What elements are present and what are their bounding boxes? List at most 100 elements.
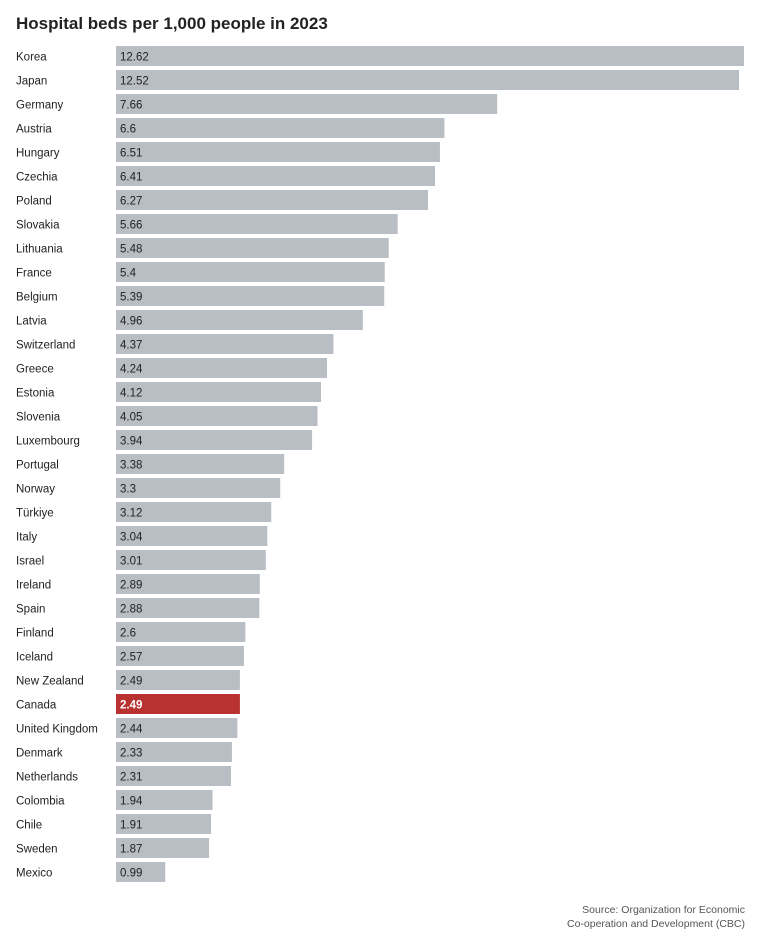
bar-chile	[116, 814, 212, 834]
value-label-hungary: 6.51	[120, 148, 142, 160]
bar-spain	[116, 598, 260, 618]
category-label-canada: Canada	[16, 700, 57, 712]
bar-chart: Korea 12.62 Japan 12.52 Germany 7.66 Austria 6.…	[16, 46, 744, 882]
category-label-slovakia: Slovakia	[16, 220, 60, 232]
bar-united-kingdom	[116, 718, 238, 738]
category-label-israel: Israel	[16, 556, 44, 568]
category-label-korea: Korea	[16, 52, 47, 64]
category-label-greece: Greece	[16, 364, 54, 376]
value-label-denmark: 2.33	[120, 748, 142, 760]
value-label-iceland: 2.57	[120, 652, 142, 664]
value-label-luxembourg: 3.94	[120, 436, 143, 448]
value-label-italy: 3.04	[120, 532, 143, 544]
value-label-slovakia: 5.66	[120, 220, 142, 232]
chart-title: Hospital beds per 1,000 people in 2023	[16, 14, 328, 33]
category-label-france: France	[16, 268, 52, 280]
bar-greece	[116, 358, 327, 378]
category-label-portugal: Portugal	[16, 460, 59, 472]
bar-norway	[116, 478, 281, 498]
category-label-norway: Norway	[16, 484, 55, 496]
category-label-denmark: Denmark	[16, 748, 63, 760]
category-label-finland: Finland	[16, 628, 54, 640]
bar-slovenia	[116, 406, 318, 426]
category-label-colombia: Colombia	[16, 796, 65, 808]
bar-mexico	[116, 862, 166, 882]
category-label-t-rkiye: Türkiye	[16, 508, 54, 520]
value-label-greece: 4.24	[120, 364, 143, 376]
bar-latvia	[116, 310, 363, 330]
bars-layer: Korea 12.62 Japan 12.52 Germany 7.66 Austria 6.…	[16, 46, 744, 882]
category-label-poland: Poland	[16, 196, 52, 208]
category-label-chile: Chile	[16, 820, 42, 832]
value-label-slovenia: 4.05	[120, 412, 142, 424]
category-label-italy: Italy	[16, 532, 37, 544]
value-label-norway: 3.3	[120, 484, 136, 496]
value-label-korea: 12.62	[120, 52, 149, 64]
source-line-1: Source: Organization for Economic	[582, 904, 745, 916]
value-label-lithuania: 5.48	[120, 244, 142, 256]
category-label-mexico: Mexico	[16, 868, 52, 880]
value-label-spain: 2.88	[120, 604, 142, 616]
bar-italy	[116, 526, 268, 546]
bar-germany	[116, 94, 498, 114]
value-label-canada: 2.49	[120, 700, 142, 712]
value-label-ireland: 2.89	[120, 580, 142, 592]
category-label-switzerland: Switzerland	[16, 340, 75, 352]
category-label-germany: Germany	[16, 100, 64, 112]
bar-hungary	[116, 142, 440, 162]
bar-new-zealand	[116, 670, 240, 690]
bar-switzerland	[116, 334, 334, 354]
bar-czechia	[116, 166, 435, 186]
value-label-france: 5.4	[120, 268, 137, 280]
bar-israel	[116, 550, 266, 570]
category-label-spain: Spain	[16, 604, 45, 616]
bar-ireland	[116, 574, 260, 594]
value-label-t-rkiye: 3.12	[120, 508, 142, 520]
bar-finland	[116, 622, 246, 642]
category-label-luxembourg: Luxembourg	[16, 436, 80, 448]
category-label-new-zealand: New Zealand	[16, 676, 84, 688]
source-note: Source: Organization for Economic Co-ope…	[567, 903, 745, 931]
bar-lithuania	[116, 238, 389, 258]
value-label-israel: 3.01	[120, 556, 142, 568]
value-label-switzerland: 4.37	[120, 340, 142, 352]
bar-luxembourg	[116, 430, 313, 450]
value-label-netherlands: 2.31	[120, 772, 142, 784]
bar-colombia	[116, 790, 213, 810]
bar-korea	[116, 46, 744, 66]
bar-japan	[116, 70, 740, 90]
value-label-latvia: 4.96	[120, 316, 142, 328]
category-label-ireland: Ireland	[16, 580, 51, 592]
category-label-iceland: Iceland	[16, 652, 53, 664]
bar-denmark	[116, 742, 232, 762]
value-label-portugal: 3.38	[120, 460, 142, 472]
category-label-czechia: Czechia	[16, 172, 58, 184]
bar-netherlands	[116, 766, 231, 786]
value-label-finland: 2.6	[120, 628, 136, 640]
bar-france	[116, 262, 385, 282]
value-label-united-kingdom: 2.44	[120, 724, 143, 736]
category-label-japan: Japan	[16, 76, 47, 88]
category-label-hungary: Hungary	[16, 148, 60, 160]
category-label-sweden: Sweden	[16, 844, 58, 856]
value-label-sweden: 1.87	[120, 844, 142, 856]
category-label-austria: Austria	[16, 124, 52, 136]
value-label-colombia: 1.94	[120, 796, 143, 808]
value-label-belgium: 5.39	[120, 292, 142, 304]
value-label-japan: 12.52	[120, 76, 149, 88]
bar-sweden	[116, 838, 210, 858]
bar-austria	[116, 118, 445, 138]
value-label-new-zealand: 2.49	[120, 676, 142, 688]
category-label-latvia: Latvia	[16, 316, 47, 328]
value-label-mexico: 0.99	[120, 868, 142, 880]
source-line-2: Co-operation and Development (CBC)	[566, 918, 745, 930]
bar-iceland	[116, 646, 244, 666]
bar-estonia	[116, 382, 322, 402]
category-label-belgium: Belgium	[16, 292, 58, 304]
bar-canada	[116, 694, 240, 714]
bar-slovakia	[116, 214, 398, 234]
bar-portugal	[116, 454, 285, 474]
value-label-chile: 1.91	[120, 820, 142, 832]
category-label-lithuania: Lithuania	[16, 244, 63, 256]
value-label-germany: 7.66	[120, 100, 142, 112]
